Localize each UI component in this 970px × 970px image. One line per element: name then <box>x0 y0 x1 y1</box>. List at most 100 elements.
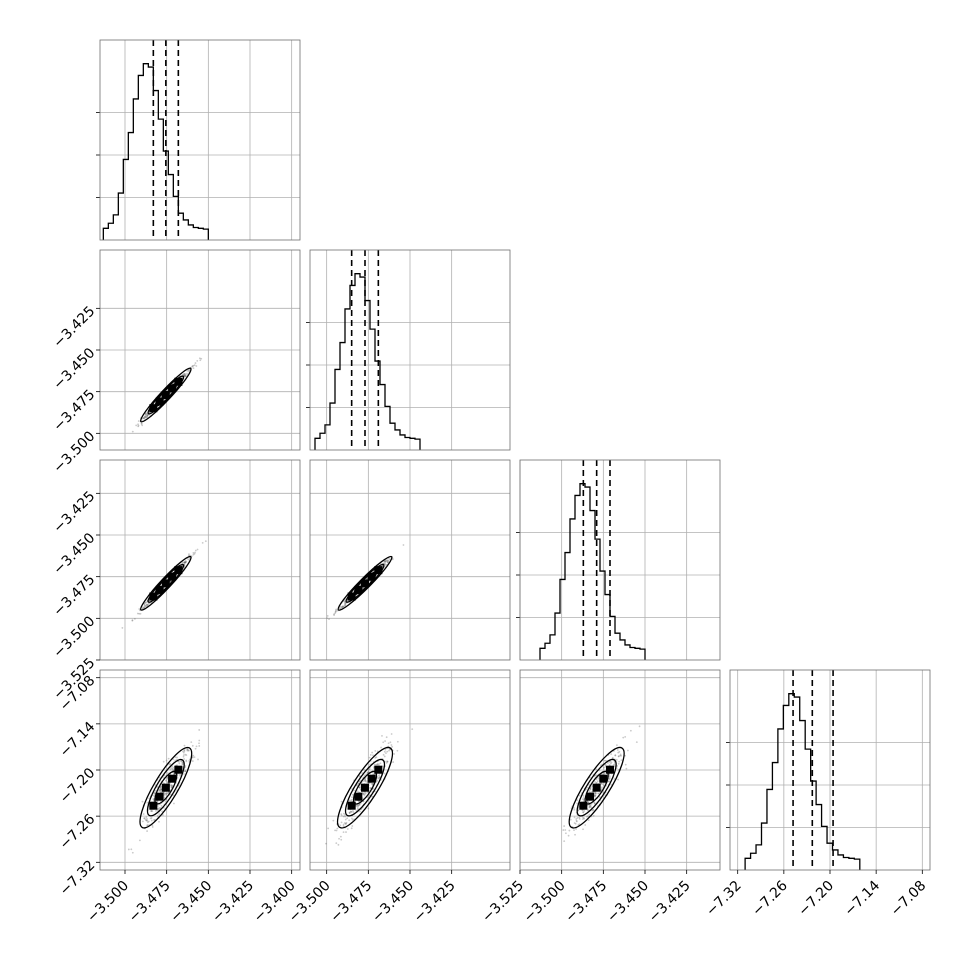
sample-point <box>193 364 196 367</box>
sample-point <box>166 792 169 795</box>
sample-point <box>338 607 341 610</box>
sample-point <box>578 794 581 797</box>
density-peak-cell <box>174 765 183 774</box>
sample-point <box>373 763 376 766</box>
sample-point <box>389 741 392 744</box>
sample-point <box>587 819 590 822</box>
sample-point <box>137 420 140 422</box>
x-tick-label: −3.475 <box>327 878 375 926</box>
sample-point <box>340 606 343 608</box>
panel-frame <box>99 459 301 661</box>
sample-point <box>146 416 149 419</box>
sample-point <box>375 756 378 759</box>
sample-point <box>146 819 148 822</box>
sample-point <box>339 605 342 608</box>
sample-point <box>608 764 611 766</box>
x-tick-label: −3.500 <box>84 878 132 926</box>
sample-point <box>617 778 620 781</box>
x-tick-label: −3.475 <box>126 878 174 926</box>
sample-point <box>353 789 355 792</box>
sample-point <box>143 605 146 608</box>
sample-point <box>138 839 141 842</box>
sample-point <box>351 825 354 827</box>
sample-point <box>184 561 187 564</box>
sample-point <box>138 608 141 610</box>
marginal-panel-0 <box>96 39 301 241</box>
sample-point <box>358 786 361 789</box>
sample-point <box>183 749 186 752</box>
sample-point <box>159 787 162 790</box>
sample-point <box>145 819 148 822</box>
sample-point <box>340 821 343 824</box>
sample-point <box>564 829 567 831</box>
sample-point <box>335 610 337 613</box>
sample-point <box>593 795 596 797</box>
sample-point <box>370 783 373 785</box>
sample-point <box>183 375 186 378</box>
marginal-panel-3 <box>726 669 931 871</box>
sample-point <box>589 805 592 808</box>
sample-point <box>350 798 353 801</box>
sample-point <box>388 749 390 752</box>
sample-point <box>182 754 185 757</box>
sample-point <box>131 619 134 621</box>
sample-point <box>183 373 186 376</box>
sample-point <box>629 729 632 732</box>
sample-point <box>184 561 187 564</box>
sample-point <box>569 818 572 821</box>
sample-point <box>608 778 611 781</box>
y-tick-label: −3.475 <box>50 387 98 435</box>
y-tick-label: −3.425 <box>50 303 98 351</box>
sample-point <box>593 794 596 797</box>
sample-point <box>183 373 185 375</box>
sample-point <box>363 774 366 777</box>
sample-point <box>194 549 197 552</box>
sample-point <box>339 835 342 838</box>
density-peak-cell <box>174 566 183 575</box>
sample-point <box>144 818 147 821</box>
sample-point <box>145 416 147 418</box>
sample-point <box>358 803 361 806</box>
sample-point <box>170 784 173 787</box>
sample-point <box>589 788 592 791</box>
sample-point <box>163 797 166 800</box>
sample-point <box>184 374 187 377</box>
sample-point <box>589 787 592 790</box>
sample-point <box>396 740 399 743</box>
histogram-step-line <box>539 483 646 660</box>
sample-point <box>358 800 360 803</box>
sample-point <box>577 808 580 811</box>
sample-point <box>340 800 343 803</box>
sample-point <box>334 612 337 614</box>
sample-point <box>600 782 603 785</box>
sample-point <box>165 792 168 795</box>
sample-point <box>342 605 344 608</box>
sample-point <box>386 561 389 563</box>
sample-point <box>563 825 566 827</box>
sample-point <box>160 805 163 807</box>
sample-point <box>340 814 343 817</box>
sample-point <box>594 794 597 796</box>
sample-point <box>195 745 198 748</box>
sample-point <box>638 725 641 728</box>
sample-point <box>344 601 346 604</box>
sample-point <box>348 812 351 814</box>
x-tick-label: −7.20 <box>795 878 837 920</box>
density-peak-cell <box>361 783 369 792</box>
sample-point <box>182 373 185 376</box>
sample-point <box>575 819 578 822</box>
sample-point <box>613 777 616 780</box>
histogram-step-line <box>102 63 209 240</box>
y-axis-ticks-row-3: −7.32−7.26−7.20−7.14−7.08 <box>57 673 100 899</box>
sample-point <box>582 811 585 814</box>
sample-point <box>332 819 335 822</box>
sample-point <box>568 829 571 832</box>
joint-panel-0-3 <box>100 670 300 870</box>
sample-point <box>131 619 134 622</box>
sample-point <box>138 612 141 615</box>
density-peak-cell <box>374 765 383 774</box>
sample-point <box>145 816 148 819</box>
sample-point <box>600 782 603 785</box>
sample-point <box>578 818 581 820</box>
sample-point <box>381 734 383 737</box>
